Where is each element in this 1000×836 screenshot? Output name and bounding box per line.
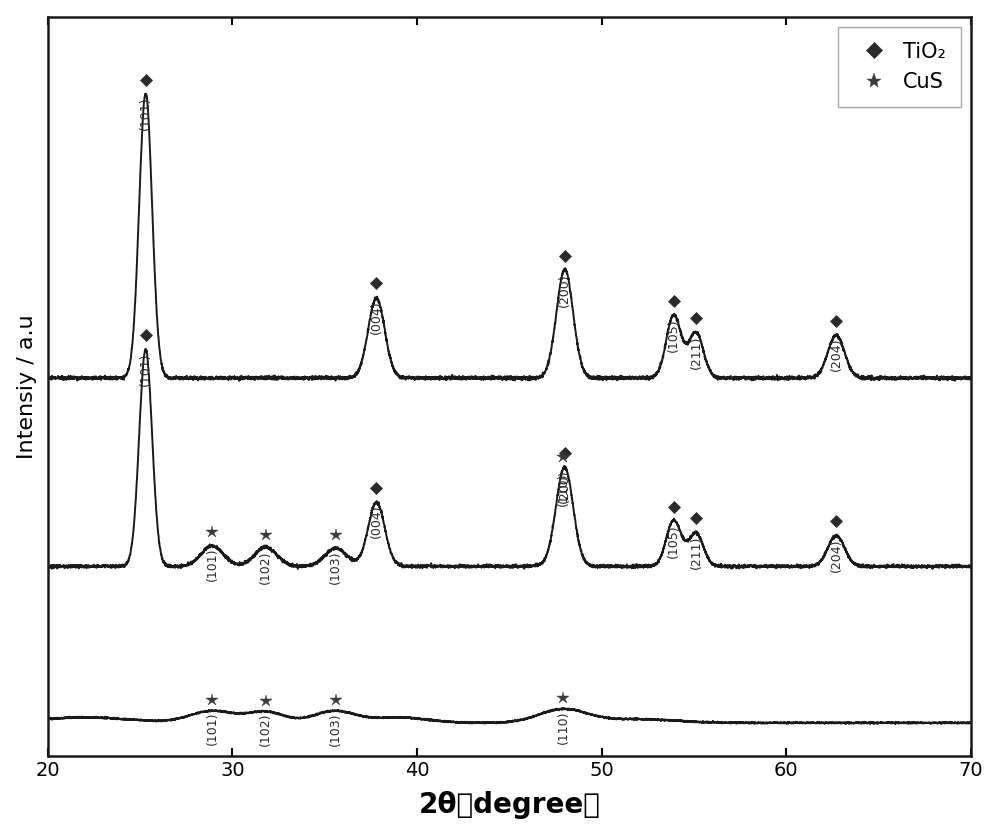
Legend: TiO₂, CuS: TiO₂, CuS xyxy=(838,27,961,107)
Text: (105): (105) xyxy=(667,524,680,558)
Text: (101): (101) xyxy=(206,548,219,581)
Text: (101): (101) xyxy=(139,97,152,130)
X-axis label: 2θ（degree）: 2θ（degree） xyxy=(418,792,600,819)
Text: (103): (103) xyxy=(329,551,342,584)
Text: (004): (004) xyxy=(370,300,383,334)
Text: (200): (200) xyxy=(558,470,571,503)
Text: (110): (110) xyxy=(556,473,569,507)
Text: (102): (102) xyxy=(259,713,272,747)
Text: (103): (103) xyxy=(329,712,342,746)
Text: (211): (211) xyxy=(689,535,702,568)
Text: (110): (110) xyxy=(556,711,569,744)
Text: (204): (204) xyxy=(830,338,843,371)
Text: (204): (204) xyxy=(830,538,843,572)
Y-axis label: Intensiy / a.u: Intensiy / a.u xyxy=(17,314,37,459)
Text: (101): (101) xyxy=(206,712,219,746)
Text: (105): (105) xyxy=(667,318,680,352)
Text: (004): (004) xyxy=(370,505,383,538)
Text: (102): (102) xyxy=(259,550,272,584)
Text: (211): (211) xyxy=(689,335,702,369)
Text: (101): (101) xyxy=(139,352,152,385)
Text: (200): (200) xyxy=(558,273,571,307)
